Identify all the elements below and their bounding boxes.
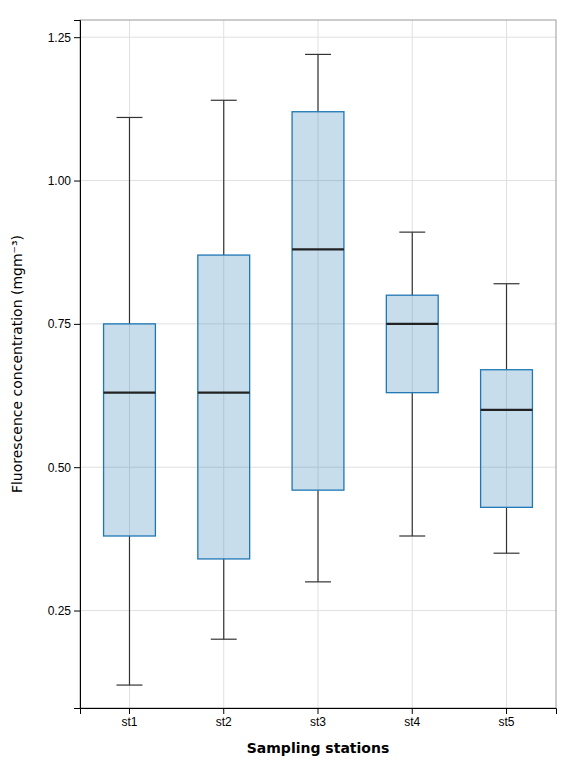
whisker-low [223, 559, 224, 639]
y-axis-line [74, 21, 81, 709]
y-tick: 0.75 [48, 317, 80, 331]
cap-low [211, 639, 237, 640]
whisker-high [412, 232, 413, 295]
median [386, 323, 438, 325]
box-group [104, 117, 156, 685]
x-tick-mark [129, 708, 130, 714]
y-tick-mark [74, 324, 80, 325]
whisker-low [317, 490, 318, 582]
x-tick-mark [318, 708, 319, 714]
y-tick-mark [74, 611, 80, 612]
box-group [198, 100, 250, 639]
x-tick-label: st4 [404, 715, 420, 729]
y-tick-label: 1.00 [48, 174, 72, 188]
y-tick: 0.50 [48, 461, 80, 475]
x-tick: st2 [216, 708, 232, 729]
whisker-high [506, 284, 507, 370]
y-tick-mark [74, 467, 80, 468]
x-tick-mark [412, 708, 413, 714]
y-tick: 0.25 [48, 604, 80, 618]
y-tick: 1.25 [48, 31, 80, 45]
whisker-low [506, 507, 507, 553]
cap-high [305, 54, 331, 55]
box [481, 370, 533, 508]
y-axis: 0.25 0.50 0.75 1.00 1.25 [48, 21, 81, 709]
x-tick-mark [506, 708, 507, 714]
median [292, 248, 344, 250]
median [198, 392, 250, 394]
grid-line [506, 20, 507, 708]
whisker-low [129, 536, 130, 685]
median [481, 409, 533, 411]
box-group [292, 54, 344, 581]
cap-low [305, 581, 331, 582]
y-axis-title: Fluorescence concentration (mgm⁻³) [9, 235, 25, 493]
x-tick: st1 [121, 708, 137, 729]
y-tick: 1.00 [48, 174, 80, 188]
box [198, 255, 250, 559]
x-tick: st5 [499, 708, 515, 729]
cap-high [211, 100, 237, 101]
x-axis-line [81, 709, 557, 715]
y-tick-mark [74, 37, 80, 38]
x-tick-mark [223, 708, 224, 714]
y-tick-label: 0.25 [48, 604, 72, 618]
x-tick-label: st2 [216, 715, 232, 729]
cap-high [399, 232, 425, 233]
whisker-high [317, 54, 318, 111]
x-axis-title: Sampling stations [247, 740, 389, 756]
y-tick-label: 1.25 [48, 31, 72, 45]
whisker-low [412, 393, 413, 536]
median [104, 392, 156, 394]
whisker-high [129, 117, 130, 323]
grid [80, 20, 556, 708]
cap-high [117, 117, 143, 118]
x-tick-label: st1 [121, 715, 137, 729]
x-tick: st3 [310, 708, 326, 729]
chart: st1 st2 st3 st4 st5 0.25 0.50 0.75 1.00 1.25 Sampl… [0, 0, 576, 768]
cap-low [494, 553, 520, 554]
cap-low [117, 684, 143, 685]
y-tick-mark [74, 181, 80, 182]
plot: st1 st2 st3 st4 st5 0.25 0.50 0.75 1.00 1.25 [48, 20, 557, 729]
y-tick-label: 0.75 [48, 317, 72, 331]
box-group [386, 232, 438, 536]
x-tick-label: st3 [310, 715, 326, 729]
box [104, 324, 156, 536]
cap-high [494, 283, 520, 284]
box-group [481, 284, 533, 553]
x-axis: st1 st2 st3 st4 st5 [81, 708, 557, 729]
box [292, 112, 344, 490]
y-tick-label: 0.50 [48, 461, 72, 475]
box [386, 295, 438, 392]
x-tick: st4 [404, 708, 420, 729]
x-tick-label: st5 [499, 715, 515, 729]
plot-frame [80, 20, 556, 708]
cap-low [399, 535, 425, 536]
boxes [104, 54, 533, 685]
whisker-high [223, 100, 224, 255]
